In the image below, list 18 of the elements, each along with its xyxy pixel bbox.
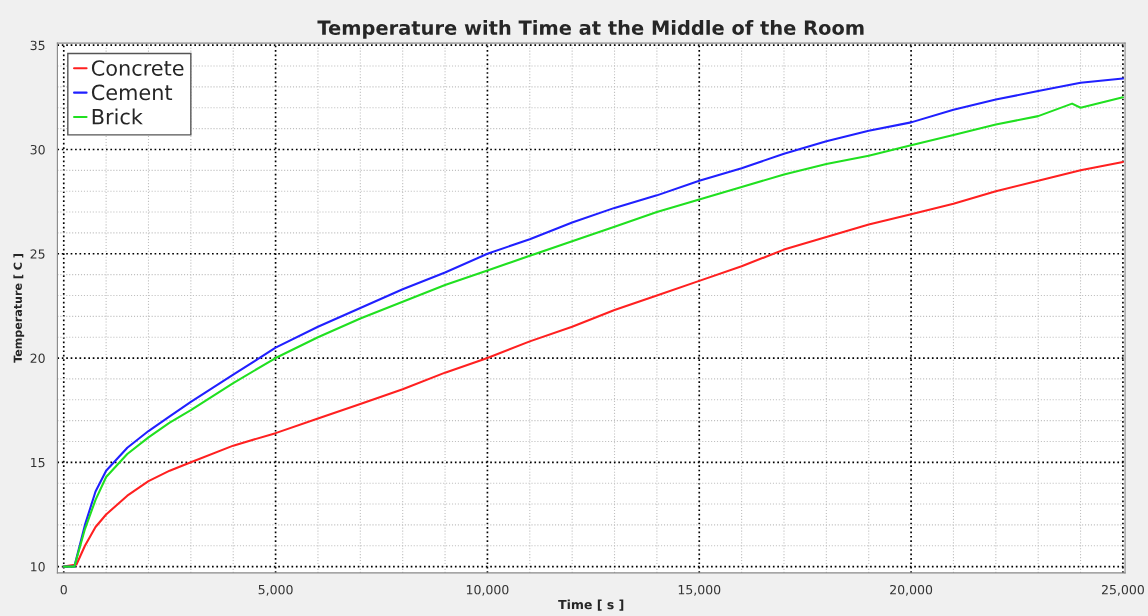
chart-title: Temperature with Time at the Middle of the Room [317, 20, 864, 39]
x-tick-label: 0 [60, 584, 67, 595]
legend-label: Cement [91, 84, 173, 101]
legend-label: Concrete [91, 60, 184, 76]
x-tick-label: 20,000 [890, 584, 933, 596]
x-tick-label: 15,000 [678, 584, 721, 596]
x-tick-label: 25,000 [1101, 584, 1144, 596]
legend-label: Brick [92, 108, 143, 125]
y-tick-label: 20 [30, 353, 45, 363]
x-axis-title: Time [ s ] [558, 599, 624, 611]
y-tick-label: 10 [31, 562, 45, 572]
y-tick-label: 15 [31, 457, 45, 468]
y-tick-label: 35 [30, 40, 45, 51]
x-tick-label: 10,000 [466, 584, 509, 596]
x-tick-label: 5,000 [258, 584, 293, 596]
y-axis-title: Temperature [ C ] [13, 254, 25, 363]
y-tick-label: 25 [30, 249, 45, 259]
y-tick-label: 30 [30, 144, 45, 155]
